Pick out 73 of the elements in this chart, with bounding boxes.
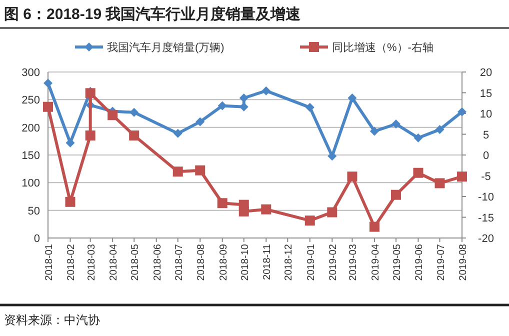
y2-tick-label: -20: [478, 233, 494, 245]
point: [348, 94, 357, 103]
x-tick-label: 2019-05: [392, 244, 403, 281]
point: [108, 110, 118, 120]
y-tick-label: 300: [22, 67, 40, 79]
point: [262, 86, 271, 96]
y-tick-label: 150: [22, 150, 40, 162]
point: [43, 102, 53, 112]
point: [261, 204, 272, 214]
y2-tick-label: -10: [478, 192, 494, 204]
x-tick-label: 2019-07: [436, 244, 447, 281]
point: [44, 78, 52, 88]
x-tick-label: 2018-01: [44, 244, 55, 281]
x-tick-label: 2018-09: [218, 244, 230, 281]
y-tick-label: 0: [34, 233, 40, 245]
legend-label: 我国汽车月度销量(万辆): [107, 41, 224, 54]
x-tick-label: 2019-01: [306, 244, 317, 281]
y-tick-label: 100: [22, 178, 40, 190]
x-tick-label: 2018-03: [86, 244, 98, 281]
point: [434, 178, 445, 188]
y-tick-label: 50: [28, 205, 40, 218]
point: [85, 130, 96, 140]
point: [328, 152, 337, 161]
y-tick-label: 250: [22, 94, 40, 107]
point: [130, 108, 139, 117]
x-tick-label: 2018-12: [284, 244, 295, 281]
point: [196, 117, 205, 126]
y2-tick-label: 20: [480, 67, 492, 79]
point: [217, 198, 228, 208]
point: [172, 166, 183, 177]
point: [173, 128, 182, 138]
point: [305, 102, 314, 112]
y2-tick-label: 10: [480, 108, 492, 120]
y2-tick-label: 5: [482, 129, 490, 142]
point: [195, 165, 206, 176]
x-tick-label: 2018-10: [240, 244, 251, 281]
y2-tick-label: 15: [480, 88, 492, 100]
point: [238, 206, 249, 216]
x-tick-label: 2019-08: [458, 244, 469, 281]
point: [370, 126, 379, 136]
x-tick-label: 2018-05: [130, 244, 142, 281]
point: [327, 207, 338, 218]
y2-tick-label: -5: [481, 170, 491, 183]
point: [457, 172, 467, 182]
x-tick-label: 2019-06: [414, 244, 426, 281]
chart-title: 图 6：2018-19 我国汽车行业月度销量及增速: [4, 5, 302, 23]
point: [369, 222, 380, 232]
x-tick-label: 2019-03: [348, 244, 360, 281]
legend-label: 同比增速（%）-右轴: [332, 41, 434, 54]
point: [347, 172, 358, 182]
x-tick-label: 2019-02: [328, 244, 340, 281]
x-tick-label: 2018-07: [174, 244, 185, 281]
x-tick-label: 2018-04: [108, 244, 120, 281]
point: [129, 130, 140, 140]
point: [390, 190, 401, 200]
x-tick-label: 2018-08: [196, 244, 208, 281]
point: [458, 107, 466, 116]
text: 资料来源：中汽协: [4, 313, 100, 327]
y2-tick-label: 0: [482, 150, 490, 162]
point: [414, 133, 423, 142]
x-tick-label: 2018-02: [66, 244, 78, 281]
x-tick-label: 2018-11: [262, 244, 274, 280]
point: [391, 120, 400, 129]
y2-tick-label: -15: [478, 212, 494, 224]
x-tick-label: 2018-06: [152, 244, 164, 281]
y-tick-label: 200: [22, 122, 40, 134]
point: [85, 88, 96, 98]
point: [435, 125, 444, 134]
point: [413, 168, 424, 178]
point: [304, 216, 315, 226]
point: [66, 138, 75, 148]
x-tick-label: 2019-04: [370, 244, 382, 281]
point: [65, 196, 76, 207]
